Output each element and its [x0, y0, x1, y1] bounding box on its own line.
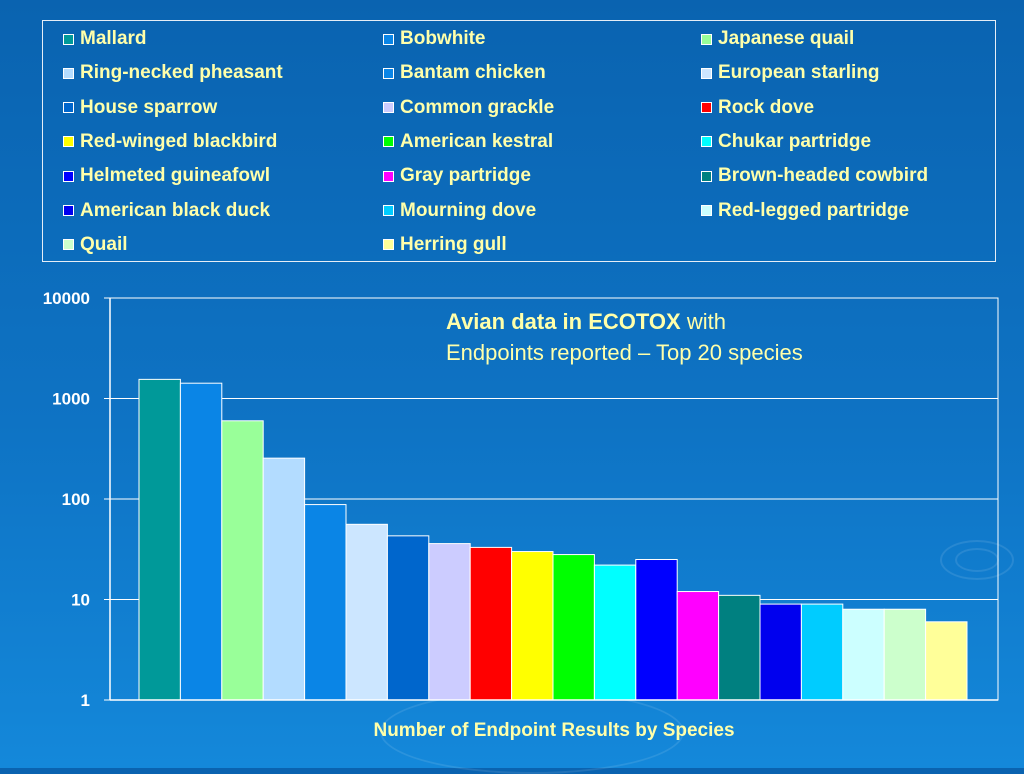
legend-item-american-black-duck: American black duck [63, 199, 270, 223]
legend-item-mourning-dove: Mourning dove [383, 199, 536, 223]
legend-item-helmeted-guineafowl: Helmeted guineafowl [63, 164, 270, 188]
legend-label: Brown-headed cowbird [718, 165, 929, 187]
legend-item-european-starling: European starling [701, 61, 880, 85]
legend-swatch [383, 136, 394, 148]
legend-label: Bantam chicken [400, 62, 546, 84]
bar-house-sparrow [386, 535, 430, 701]
legend-label: Rock dove [718, 96, 815, 118]
bar-mallard [138, 378, 181, 701]
chart-legend: Mallard Bobwhite Japanese quail Ring-necked… [42, 20, 996, 262]
bar-european-starling [345, 523, 388, 701]
legend-swatch [701, 205, 712, 216]
legend-swatch [383, 170, 394, 182]
legend-label: European starling [718, 62, 880, 84]
bar-brown-headed-cowbird [718, 594, 761, 701]
legend-item-red-legged-partridge: Red-legged partridge [701, 199, 909, 223]
legend-swatch [63, 102, 74, 114]
legend-label: Red-winged blackbird [80, 130, 278, 152]
legend-label: Gray partridge [400, 165, 531, 187]
legend-swatch [63, 205, 74, 216]
bar-red-legged-partridge [842, 608, 885, 701]
legend-swatch [701, 170, 712, 182]
legend-label: Chukar partridge [718, 130, 872, 152]
legend-item-ring-necked-pheasant: Ring-necked pheasant [63, 61, 283, 85]
legend-label: Red-legged partridge [718, 199, 910, 221]
legend-item-house-sparrow: House sparrow [63, 96, 217, 120]
y-tick-label: 10000 [43, 289, 90, 308]
legend-swatch [701, 67, 712, 79]
legend-swatch [701, 102, 712, 114]
legend-label: Helmeted guineafowl [80, 165, 271, 187]
bar-japanese-quail [221, 420, 264, 701]
legend-item-quail: Quail [63, 233, 128, 257]
legend-swatch [63, 170, 74, 182]
legend-label: Ring-necked pheasant [80, 62, 283, 84]
legend-item-rock-dove: Rock dove [701, 96, 814, 120]
legend-label: Mallard [80, 28, 147, 49]
legend-item-red-winged-blackbird: Red-winged blackbird [63, 130, 277, 154]
legend-label: Quail [80, 233, 128, 255]
legend-swatch [63, 67, 74, 79]
legend-label: Bobwhite [400, 28, 486, 49]
legend-item-bobwhite: Bobwhite [383, 27, 486, 51]
bar-quail [883, 608, 927, 701]
bar-ring-necked-pheasant [262, 457, 306, 701]
legend-label: Common grackle [400, 96, 555, 118]
legend-item-herring-gull: Herring gull [383, 233, 507, 257]
legend-swatch [701, 136, 712, 148]
chart-title-bold: Avian data in ECOTOX [446, 309, 681, 334]
x-axis-label: Number of Endpoint Results by Species [373, 720, 735, 741]
bar-bobwhite [179, 382, 223, 701]
legend-swatch [63, 239, 74, 251]
bar-bantam-chicken [304, 504, 347, 701]
legend-item-american-kestral: American kestral [383, 130, 553, 154]
bar-american-black-duck [759, 603, 802, 701]
chart-title-rest: with [680, 309, 726, 334]
legend-swatch [701, 33, 712, 45]
legend-swatch [383, 33, 394, 45]
bar-red-winged-blackbird [511, 551, 554, 701]
legend-swatch [383, 239, 394, 251]
legend-swatch [63, 33, 74, 45]
legend-item-japanese-quail: Japanese quail [701, 27, 854, 51]
bar-herring-gull [925, 621, 968, 701]
y-tick-label: 100 [62, 490, 90, 509]
legend-label: Mourning dove [400, 199, 537, 221]
bar-rock-dove [469, 546, 513, 701]
legend-label: Japanese quail [718, 28, 855, 49]
legend-swatch [63, 136, 74, 148]
bar-mourning-dove [800, 603, 844, 701]
legend-label: American black duck [80, 199, 271, 221]
bar-helmeted-guineafowl [635, 559, 678, 701]
legend-swatch [383, 67, 394, 79]
y-tick-label: 1000 [52, 390, 90, 409]
legend-item-chukar-partridge: Chukar partridge [701, 130, 871, 154]
legend-swatch [383, 102, 394, 114]
bar-gray-partridge [676, 591, 720, 701]
legend-item-common-grackle: Common grackle [383, 96, 554, 120]
legend-item-bantam-chicken: Bantam chicken [383, 61, 546, 85]
legend-item-mallard: Mallard [63, 27, 147, 51]
y-tick-label: 1 [81, 691, 90, 710]
chart-subtitle: Endpoints reported – Top 20 species [446, 340, 803, 365]
chart-title: Avian data in ECOTOX with Endpoints repo… [446, 306, 803, 368]
legend-item-gray-partridge: Gray partridge [383, 164, 531, 188]
background-ripple [940, 540, 1014, 580]
legend-label: American kestral [400, 130, 554, 152]
bar-common-grackle [428, 543, 471, 701]
y-tick-label: 10 [71, 591, 90, 610]
legend-label: Herring gull [400, 233, 507, 255]
legend-label: House sparrow [80, 96, 218, 118]
legend-swatch [383, 205, 394, 216]
bar-american-kestral [552, 554, 595, 701]
legend-item-brown-headed-cowbird: Brown-headed cowbird [701, 164, 928, 188]
bar-chukar-partridge [593, 564, 637, 701]
